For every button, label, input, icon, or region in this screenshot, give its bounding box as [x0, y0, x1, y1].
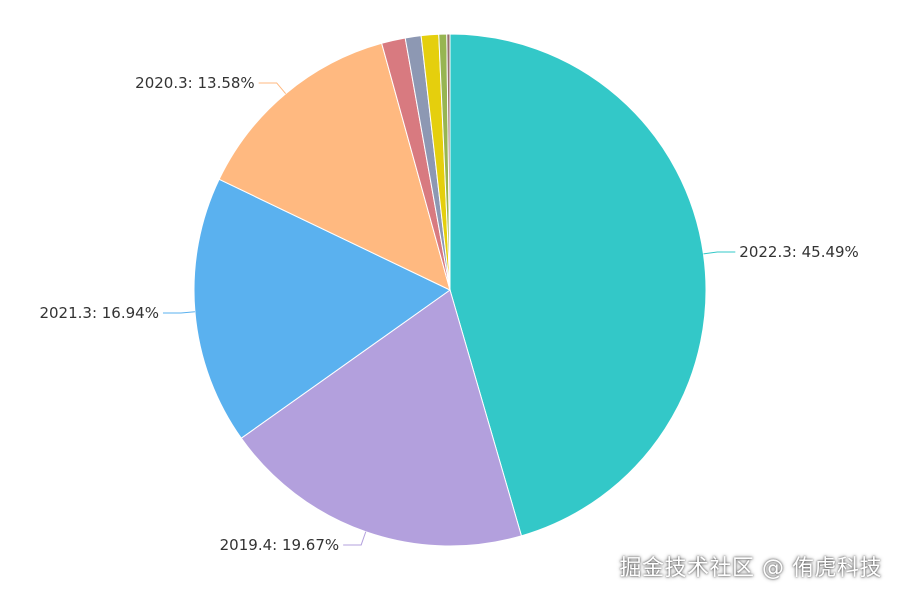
watermark: 掘金技术社区 @ 侑虎科技: [619, 556, 882, 581]
pie-slice-2022.3: [449, 33, 707, 537]
leader-line-2022.3: [703, 251, 736, 255]
pie-slice-2020.3: [218, 42, 451, 291]
slice-label-2019.4: 2019.4: 19.67%: [220, 536, 340, 554]
pie-slice-2019.4: [240, 289, 523, 547]
slice-label-2021.3: 2021.3: 16.94%: [39, 304, 159, 322]
slice-label-2022.3: 2022.3: 45.49%: [739, 243, 859, 261]
leader-line-2020.3: [258, 82, 287, 95]
pie-slice-8: [446, 33, 451, 291]
slice-label-2020.3: 2020.3: 13.58%: [135, 74, 255, 92]
leader-line-2021.3: [162, 311, 195, 314]
pie-slice-2021.3: [193, 178, 451, 439]
leader-line-2019.4: [343, 531, 367, 546]
